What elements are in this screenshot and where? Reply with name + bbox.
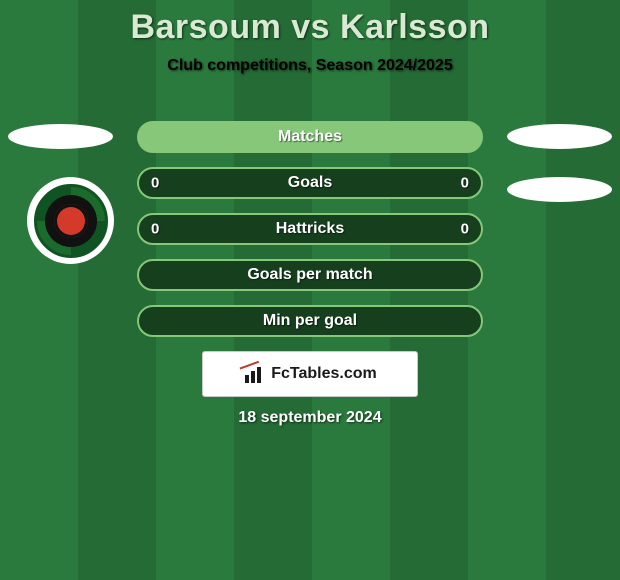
attribution-text: FcTables.com xyxy=(271,365,377,383)
player-right-oval-1 xyxy=(507,124,612,149)
stat-row-mpg: Min per goal xyxy=(137,305,483,337)
stat-value-left: 0 xyxy=(151,221,159,238)
stat-row-matches: Matches xyxy=(137,121,483,153)
stat-value-right: 0 xyxy=(461,221,469,238)
stat-row-hattricks: Hattricks 0 0 xyxy=(137,213,483,245)
stat-value-right: 0 xyxy=(461,175,469,192)
player-left-oval xyxy=(8,124,113,149)
page-title: Barsoum vs Karlsson xyxy=(0,0,620,47)
stat-label: Goals xyxy=(288,174,332,192)
club-logo xyxy=(27,177,114,264)
stat-row-goals: Goals 0 0 xyxy=(137,167,483,199)
stat-label: Goals per match xyxy=(247,266,372,284)
stat-label: Min per goal xyxy=(263,312,357,330)
stat-label: Matches xyxy=(278,128,342,146)
subtitle: Club competitions, Season 2024/2025 xyxy=(0,57,620,75)
stat-row-gpm: Goals per match xyxy=(137,259,483,291)
stat-value-left: 0 xyxy=(151,175,159,192)
player-right-oval-2 xyxy=(507,177,612,202)
attribution-box: FcTables.com xyxy=(202,351,418,397)
club-logo-emblem xyxy=(34,184,108,258)
date-label: 18 september 2024 xyxy=(0,409,620,427)
comparison-card: Barsoum vs Karlsson Club competitions, S… xyxy=(0,0,620,580)
stat-label: Hattricks xyxy=(276,220,344,238)
stat-bars: Matches Goals 0 0 Hattricks 0 0 Goals per match… xyxy=(137,121,483,351)
fctables-icon xyxy=(243,365,265,383)
